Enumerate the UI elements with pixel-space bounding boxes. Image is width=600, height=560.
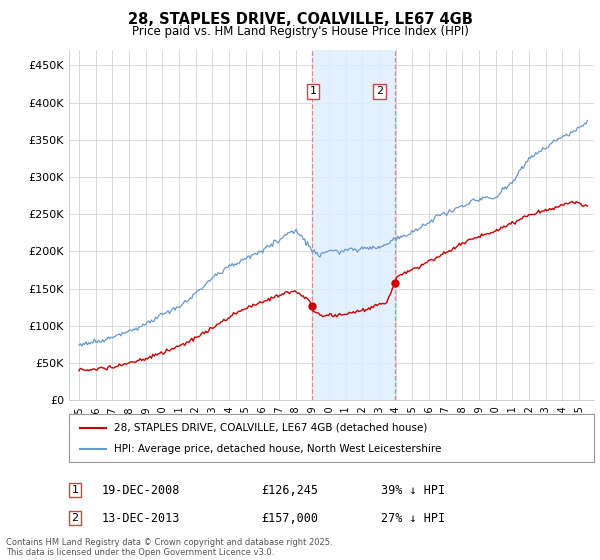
Text: 1: 1 (71, 485, 79, 495)
Text: 39% ↓ HPI: 39% ↓ HPI (381, 483, 445, 497)
Text: 27% ↓ HPI: 27% ↓ HPI (381, 511, 445, 525)
Text: 2: 2 (376, 86, 383, 96)
Bar (311, 50, 395, 400)
Text: 19-DEC-2008: 19-DEC-2008 (102, 483, 181, 497)
Text: Contains HM Land Registry data © Crown copyright and database right 2025.
This d: Contains HM Land Registry data © Crown c… (6, 538, 332, 557)
Text: HPI: Average price, detached house, North West Leicestershire: HPI: Average price, detached house, Nort… (113, 444, 441, 454)
Text: £126,245: £126,245 (261, 483, 318, 497)
Text: 2: 2 (71, 513, 79, 523)
Text: 28, STAPLES DRIVE, COALVILLE, LE67 4GB: 28, STAPLES DRIVE, COALVILLE, LE67 4GB (128, 12, 472, 27)
Text: £157,000: £157,000 (261, 511, 318, 525)
Text: 28, STAPLES DRIVE, COALVILLE, LE67 4GB (detached house): 28, STAPLES DRIVE, COALVILLE, LE67 4GB (… (113, 423, 427, 433)
Text: 1: 1 (310, 86, 317, 96)
Text: 13-DEC-2013: 13-DEC-2013 (102, 511, 181, 525)
Text: Price paid vs. HM Land Registry's House Price Index (HPI): Price paid vs. HM Land Registry's House … (131, 25, 469, 38)
